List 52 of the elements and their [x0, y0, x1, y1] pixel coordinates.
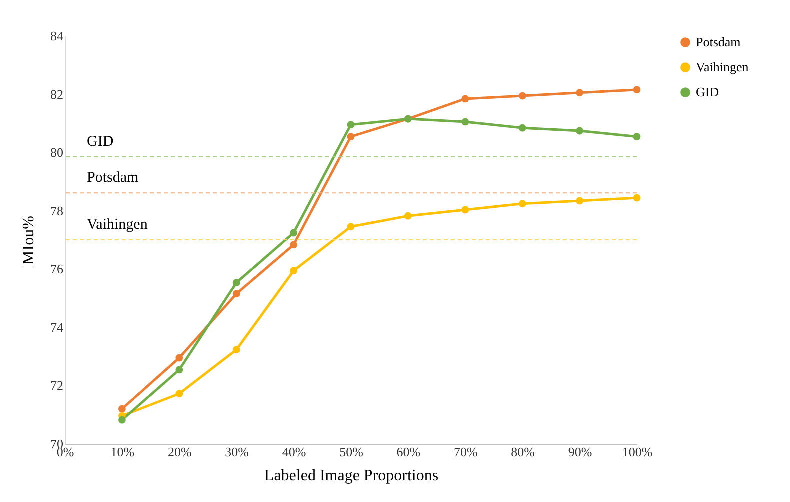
point	[232, 346, 240, 354]
ref-line-label: Potsdam	[87, 170, 140, 186]
y-tick-label: 80	[50, 145, 64, 160]
point	[290, 267, 298, 275]
point	[518, 200, 526, 208]
point	[518, 92, 526, 100]
point	[347, 133, 355, 141]
x-tick-label: 50%	[340, 444, 364, 460]
x-tick-label: 70%	[454, 444, 478, 460]
y-tick-label: 74	[50, 320, 64, 335]
y-tick-label: 84	[50, 28, 64, 44]
point	[176, 390, 184, 398]
point	[176, 354, 184, 362]
legend-label: Vaihingen	[696, 60, 750, 74]
point	[232, 279, 240, 287]
x-tick-label: 80%	[511, 444, 536, 460]
point	[518, 124, 526, 132]
x-tick-label: 30%	[225, 444, 250, 460]
point	[576, 89, 584, 97]
point	[576, 197, 584, 205]
x-tick-label: 10%	[110, 444, 135, 460]
point	[404, 212, 412, 220]
point	[118, 405, 126, 413]
x-axis-title: Labeled Image Proportions	[264, 468, 439, 484]
point	[633, 133, 641, 141]
point	[633, 194, 641, 202]
point	[462, 95, 470, 103]
point	[462, 206, 470, 214]
point	[347, 121, 355, 129]
y-axis-title: MIou%	[20, 216, 38, 265]
x-tick-label: 60%	[396, 444, 421, 460]
ref-line-label: GID	[87, 134, 114, 150]
point	[176, 366, 184, 374]
point	[232, 290, 240, 298]
legend-label: Potsdam	[696, 34, 741, 50]
y-tick-label: 82	[50, 86, 64, 102]
y-tick-label: 76	[50, 262, 64, 277]
x-tick-label: 90%	[568, 444, 592, 460]
x-tick-label: 20%	[168, 444, 192, 460]
point	[633, 86, 641, 94]
point	[290, 229, 298, 237]
x-tick-label: 100%	[622, 444, 653, 460]
y-tick-label: 78	[50, 203, 64, 218]
legend-label: GID	[696, 84, 720, 100]
ref-line-label: Vaihingen	[87, 217, 148, 233]
point	[576, 127, 584, 135]
point	[118, 416, 126, 424]
x-tick-label: 40%	[282, 444, 306, 460]
point	[290, 241, 298, 249]
point	[462, 118, 470, 126]
point	[347, 223, 355, 231]
y-tick-label: 72	[50, 378, 64, 394]
